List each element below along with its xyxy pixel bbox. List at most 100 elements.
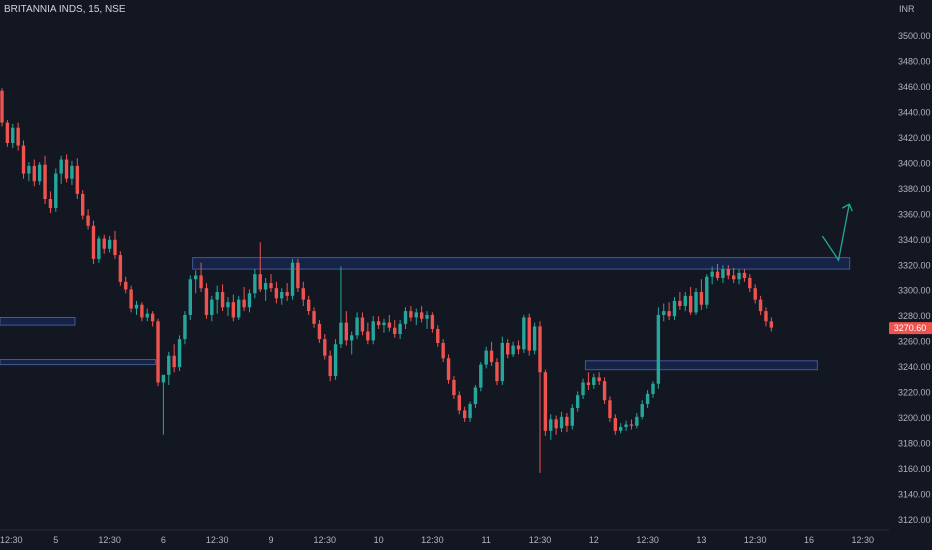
candle-body (441, 342, 445, 359)
price-tick-label: 3500.00 (898, 31, 931, 41)
sr-zone-0[interactable] (0, 316, 76, 326)
candle-23 (124, 276, 128, 294)
candle-86 (462, 406, 467, 422)
candle-body (635, 416, 639, 426)
price-tick-label: 3220.00 (898, 388, 931, 398)
candle-69 (371, 316, 375, 345)
candle-body (425, 314, 429, 319)
candle-56 (301, 281, 305, 307)
candle-21 (113, 230, 117, 259)
candle-108 (581, 378, 585, 399)
candle-body (263, 283, 268, 290)
candle-body (457, 395, 461, 411)
candle-body (350, 335, 354, 341)
time-tick-label: 5 (53, 535, 58, 545)
candle-33 (177, 335, 182, 371)
price-axis-background (889, 0, 932, 530)
candle-body (565, 416, 569, 426)
sr-zone-1[interactable] (0, 359, 157, 366)
candle-55 (296, 258, 300, 293)
candle-body (409, 311, 413, 318)
candle-52 (280, 288, 284, 305)
candle-99 (532, 322, 537, 355)
candle-body (613, 418, 618, 431)
candle-body (538, 326, 542, 373)
candle-body (667, 311, 671, 317)
candle-body (118, 255, 123, 282)
candle-53 (285, 283, 289, 301)
time-tick-label: 12:30 (206, 535, 229, 545)
candle-64 (344, 311, 349, 346)
candle-7 (37, 162, 42, 186)
candle-body (678, 300, 682, 307)
candle-body (581, 382, 585, 396)
candle-49 (263, 278, 268, 301)
candle-102 (549, 414, 553, 440)
candle-76 (409, 306, 413, 322)
candle-body (414, 312, 418, 318)
price-tick-label: 3180.00 (898, 439, 931, 449)
candle-54 (290, 258, 295, 300)
candle-body (694, 292, 698, 313)
candle-body (608, 400, 612, 419)
sr-zone-2[interactable] (192, 257, 851, 270)
time-tick-label: 12:30 (636, 535, 659, 545)
currency-label: INR (899, 4, 915, 14)
candle-body (597, 377, 601, 382)
candle-78 (419, 306, 424, 323)
time-tick-label: 6 (161, 535, 166, 545)
candle-44 (237, 295, 241, 321)
candle-body (753, 288, 757, 300)
candle-128 (688, 286, 693, 315)
symbol-title: BRITANNIA INDS, 15, NSE (4, 4, 126, 15)
time-axis[interactable]: 12:30 5 12:30 6 12:30 9 12:30 10 12:30 11 12:30 12 1… (0, 529, 932, 550)
candle-body (231, 302, 236, 318)
candle-100 (538, 321, 542, 473)
candle-16 (86, 209, 90, 230)
candle-body (177, 339, 182, 368)
candle-127 (683, 292, 687, 312)
price-tick-label: 3440.00 (898, 107, 931, 117)
candle-body (344, 322, 349, 341)
candle-133 (715, 263, 720, 281)
candle-138 (742, 269, 747, 282)
price-axis[interactable]: 3500.00 3480.00 3460.00 3440.00 3420.00 3400.… (889, 0, 932, 530)
candle-35 (188, 275, 192, 321)
candle-58 (312, 307, 316, 328)
candle-body (81, 193, 85, 216)
candle-101 (543, 369, 548, 436)
candle-62 (333, 339, 338, 380)
candle-body (285, 292, 289, 296)
candle-body (296, 262, 300, 289)
candle-93 (500, 336, 505, 385)
candle-body (575, 395, 580, 408)
candle-90 (484, 346, 488, 369)
candle-15 (81, 190, 85, 220)
candle-body (193, 275, 198, 280)
candle-37 (199, 262, 203, 293)
candle-body (748, 278, 752, 289)
candle-body (188, 279, 192, 315)
candle-body (328, 355, 332, 377)
sr-zone-3[interactable] (584, 360, 818, 371)
time-tick-label: 12:30 (98, 535, 121, 545)
candle-59 (317, 320, 322, 343)
candle-body (204, 288, 209, 315)
candle-126 (678, 292, 682, 310)
candle-18 (97, 235, 101, 263)
projection-path[interactable] (821, 204, 850, 262)
candle-body (640, 404, 644, 417)
time-tick-label: 12:30 (0, 535, 23, 545)
price-tick-label: 3400.00 (898, 158, 931, 168)
candle-body (715, 271, 720, 278)
candle-142 (764, 307, 768, 327)
time-tick-label: 10 (374, 535, 384, 545)
candle-body (726, 269, 730, 276)
candle-120 (645, 390, 650, 408)
candle-130 (699, 279, 704, 310)
candle-body (317, 323, 322, 340)
time-tick-label: 12:30 (529, 535, 552, 545)
time-tick-label: 12:30 (744, 535, 767, 545)
candle-10 (54, 168, 58, 212)
